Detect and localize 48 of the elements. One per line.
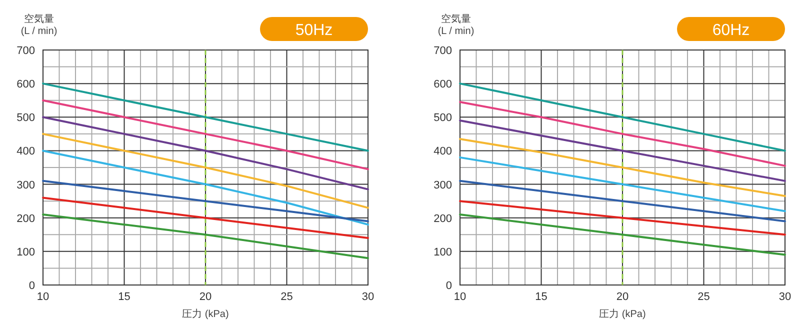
line-series (42, 116, 369, 190)
chart-title: 60Hz (712, 22, 750, 39)
line-series (459, 82, 786, 152)
x-axis-title: 圧力 (kPa) (599, 308, 646, 320)
x-tick-label: 15 (535, 291, 548, 303)
y-tick-label: 500 (16, 112, 35, 124)
y-axis-title: 空気量 (L / min) (438, 13, 474, 37)
y-tick-label: 600 (16, 78, 35, 91)
line-series (42, 82, 369, 152)
line-series (42, 150, 369, 226)
y-tick-label: 100 (16, 246, 35, 258)
y-tick-label: 0 (28, 280, 35, 292)
x-tick-label: 15 (118, 291, 130, 303)
line-series (42, 214, 369, 260)
line-series (459, 156, 786, 212)
x-tick-label: 20 (616, 291, 629, 303)
chart-title: 50Hz (295, 22, 333, 39)
y-axis-title: 空気量 (L / min) (20, 13, 58, 37)
x-tick-label: 30 (778, 291, 792, 303)
y-tick-label: 300 (16, 179, 35, 192)
y-tick-label: 0 (446, 280, 452, 292)
y-tick-label: 500 (434, 112, 452, 124)
line-series (42, 196, 369, 239)
y-tick-label: 700 (16, 45, 35, 57)
y-tick-label: 100 (434, 246, 452, 258)
line-series (42, 132, 369, 209)
line-series (42, 99, 369, 170)
line-series (459, 101, 786, 167)
line-series (459, 180, 786, 222)
line-series (42, 180, 369, 222)
y-tick-label: 400 (434, 146, 452, 158)
y-tick-label: 200 (434, 212, 452, 225)
x-tick-label: 30 (362, 291, 374, 303)
y-tick-label: 300 (434, 179, 452, 192)
line-series (459, 214, 786, 256)
x-tick-label: 10 (36, 291, 50, 303)
x-tick-label: 20 (199, 291, 212, 303)
line-series (459, 138, 786, 198)
x-tick-label: 25 (698, 291, 710, 303)
y-tick-label: 200 (16, 212, 35, 225)
y-tick-label: 700 (434, 45, 452, 57)
x-axis-title: 圧力 (kPa) (182, 308, 229, 320)
line-series (459, 200, 786, 236)
line-series (459, 120, 786, 182)
y-tick-label: 400 (16, 146, 35, 158)
x-tick-label: 10 (454, 291, 466, 303)
x-tick-label: 25 (280, 291, 293, 303)
y-tick-label: 600 (434, 78, 452, 91)
